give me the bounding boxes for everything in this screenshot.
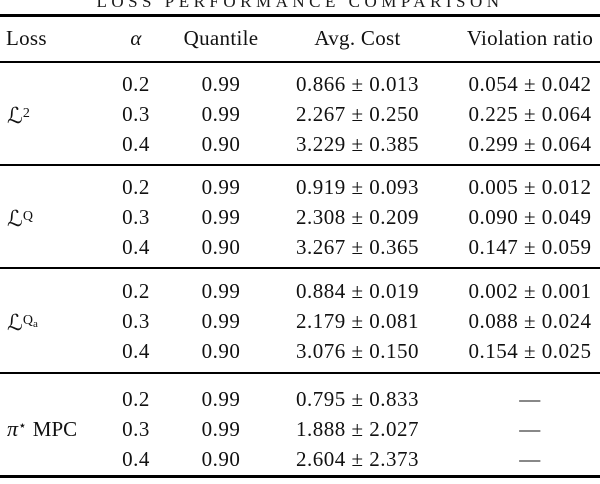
group-mpc: π⋆ MPC 0.2 0.99 0.795 ± 0.833 — 0.3 0.99 …: [0, 372, 600, 477]
quantile-value: 0.99: [201, 386, 241, 411]
alpha-value: 0.3: [122, 204, 150, 229]
header-violation-ratio: Violation ratio: [466, 26, 594, 51]
loss-label-lqa: ℒQa: [7, 311, 38, 336]
alpha-value: 0.3: [122, 416, 150, 441]
avg-cost-value: 2.179 ± 0.081: [295, 308, 420, 333]
violation-ratio-value: —: [519, 446, 541, 471]
header-alpha: α: [130, 26, 142, 51]
violation-ratio-value: 0.147 ± 0.059: [468, 234, 592, 259]
group-l2: ℒ2 0.2 0.99 0.866 ± 0.013 0.054 ± 0.042 …: [0, 62, 600, 165]
violation-ratio-value: 0.002 ± 0.001: [468, 278, 592, 303]
table-row: 0.4 0.90 2.604 ± 2.373 —: [0, 444, 600, 477]
alpha-value: 0.2: [122, 174, 150, 199]
alpha-value: 0.2: [122, 71, 150, 96]
violation-ratio-value: 0.088 ± 0.024: [468, 308, 592, 333]
alpha-value: 0.3: [122, 308, 150, 333]
quantile-value: 0.99: [201, 71, 241, 96]
violation-ratio-value: 0.005 ± 0.012: [468, 174, 592, 199]
loss-label-lq: ℒQ: [7, 206, 33, 232]
avg-cost-value: 3.229 ± 0.385: [295, 131, 420, 156]
avg-cost-value: 3.076 ± 0.150: [295, 338, 420, 363]
violation-ratio-value: —: [519, 416, 541, 441]
loss-label-l2: ℒ2: [7, 103, 30, 129]
table-row: 0.4 0.90 3.229 ± 0.385 0.299 ± 0.064: [0, 129, 600, 165]
quantile-value: 0.99: [201, 174, 241, 199]
quantile-value: 0.99: [201, 101, 241, 126]
avg-cost-value: 2.604 ± 2.373: [295, 446, 420, 471]
violation-ratio-value: 0.090 ± 0.049: [468, 204, 592, 229]
violation-ratio-value: 0.225 ± 0.064: [468, 101, 592, 126]
quantile-value: 0.99: [201, 308, 241, 333]
table-caption: LOSS PERFORMANCE COMPARISON: [96, 0, 504, 11]
quantile-value: 0.99: [201, 416, 241, 441]
header-row: Loss α Quantile Avg. Cost Violation rati…: [0, 16, 600, 62]
loss-performance-table: Loss α Quantile Avg. Cost Violation rati…: [0, 14, 600, 478]
quantile-value: 0.90: [201, 234, 241, 259]
alpha-value: 0.4: [122, 446, 150, 471]
table-row: 0.3 0.99 2.308 ± 0.209 0.090 ± 0.049: [0, 202, 600, 232]
table-row: ℒ2 0.2 0.99 0.866 ± 0.013 0.054 ± 0.042: [0, 62, 600, 129]
alpha-value: 0.4: [122, 131, 150, 156]
alpha-value: 0.2: [122, 278, 150, 303]
alpha-value: 0.4: [122, 338, 150, 363]
header-quantile: Quantile: [183, 26, 259, 51]
alpha-value: 0.2: [122, 386, 150, 411]
avg-cost-value: 3.267 ± 0.365: [295, 234, 420, 259]
violation-ratio-value: 0.154 ± 0.025: [468, 338, 592, 363]
table-row: π⋆ MPC 0.2 0.99 0.795 ± 0.833 —: [0, 373, 600, 442]
group-lq: ℒQ 0.2 0.99 0.919 ± 0.093 0.005 ± 0.012 …: [0, 164, 600, 268]
loss-label-mpc: π⋆ MPC: [7, 416, 78, 441]
table-row: 0.4 0.90 3.076 ± 0.150 0.154 ± 0.025: [0, 336, 600, 373]
avg-cost-value: 0.884 ± 0.019: [295, 278, 420, 303]
table-row: 0.3 0.99 2.179 ± 0.081 0.088 ± 0.024: [0, 306, 600, 336]
header-avg-cost: Avg. Cost: [314, 26, 401, 51]
quantile-value: 0.90: [201, 338, 241, 363]
avg-cost-value: 2.308 ± 0.209: [295, 204, 420, 229]
avg-cost-value: 0.919 ± 0.093: [295, 174, 420, 199]
avg-cost-value: 0.795 ± 0.833: [295, 386, 420, 411]
table-header: Loss α Quantile Avg. Cost Violation rati…: [0, 16, 600, 62]
table-row: ℒQ 0.2 0.99 0.919 ± 0.093 0.005 ± 0.012: [0, 165, 600, 232]
table-row: ℒQa 0.2 0.99 0.884 ± 0.019 0.002 ± 0.001: [0, 268, 600, 337]
violation-ratio-value: 0.054 ± 0.042: [468, 71, 592, 96]
table-row: 0.3 0.99 2.267 ± 0.250 0.225 ± 0.064: [0, 99, 600, 129]
table-row: 0.4 0.90 3.267 ± 0.365 0.147 ± 0.059: [0, 232, 600, 268]
violation-ratio-value: 0.299 ± 0.064: [468, 131, 592, 156]
alpha-value: 0.4: [122, 234, 150, 259]
quantile-value: 0.99: [201, 204, 241, 229]
quantile-value: 0.90: [201, 446, 241, 471]
avg-cost-value: 0.866 ± 0.013: [295, 71, 420, 96]
avg-cost-value: 2.267 ± 0.250: [295, 101, 420, 126]
header-loss: Loss: [6, 26, 47, 51]
group-lqa: ℒQa 0.2 0.99 0.884 ± 0.019 0.002 ± 0.001…: [0, 267, 600, 373]
quantile-value: 0.99: [201, 278, 241, 303]
table-row: 0.3 0.99 1.888 ± 2.027 —: [0, 414, 600, 444]
avg-cost-value: 1.888 ± 2.027: [295, 416, 420, 441]
alpha-value: 0.3: [122, 101, 150, 126]
violation-ratio-value: —: [519, 386, 541, 411]
quantile-value: 0.90: [201, 131, 241, 156]
